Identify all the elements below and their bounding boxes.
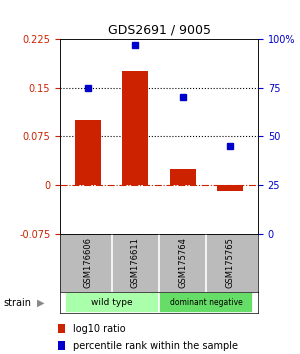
- Text: dominant negative: dominant negative: [170, 298, 242, 307]
- Text: GSM175765: GSM175765: [225, 238, 234, 288]
- Text: percentile rank within the sample: percentile rank within the sample: [73, 341, 238, 350]
- Bar: [217, 185, 243, 192]
- Bar: [58, 341, 65, 350]
- Text: ▶: ▶: [37, 298, 44, 308]
- Bar: [159, 292, 253, 313]
- Text: strain: strain: [3, 298, 31, 308]
- Text: log10 ratio: log10 ratio: [73, 324, 126, 333]
- Text: wild type: wild type: [91, 298, 133, 307]
- Bar: [75, 120, 101, 185]
- Bar: [58, 324, 65, 333]
- Bar: [122, 72, 148, 185]
- Title: GDS2691 / 9005: GDS2691 / 9005: [107, 23, 211, 36]
- Bar: [169, 169, 196, 185]
- Text: GSM175764: GSM175764: [178, 238, 187, 288]
- Text: GSM176611: GSM176611: [131, 238, 140, 288]
- Text: GSM176606: GSM176606: [84, 237, 93, 289]
- Bar: [65, 292, 159, 313]
